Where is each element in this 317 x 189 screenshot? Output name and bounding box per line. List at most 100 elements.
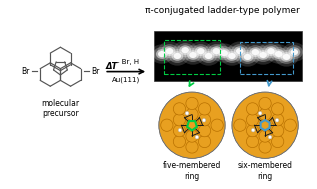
Circle shape bbox=[259, 130, 271, 142]
Ellipse shape bbox=[153, 47, 170, 61]
Ellipse shape bbox=[203, 51, 215, 61]
Circle shape bbox=[251, 128, 255, 132]
Ellipse shape bbox=[270, 47, 287, 61]
Circle shape bbox=[268, 135, 272, 139]
Ellipse shape bbox=[213, 48, 220, 54]
Circle shape bbox=[259, 141, 271, 153]
Ellipse shape bbox=[265, 46, 277, 56]
Ellipse shape bbox=[257, 50, 269, 60]
Ellipse shape bbox=[197, 48, 204, 54]
Ellipse shape bbox=[252, 49, 259, 55]
Text: five-membered
ring: five-membered ring bbox=[163, 161, 221, 181]
Circle shape bbox=[202, 119, 206, 122]
Ellipse shape bbox=[228, 53, 236, 59]
Circle shape bbox=[198, 135, 211, 148]
Text: Au(111): Au(111) bbox=[112, 77, 140, 83]
Text: molecular
precursor: molecular precursor bbox=[41, 99, 80, 118]
Ellipse shape bbox=[177, 43, 194, 57]
Ellipse shape bbox=[267, 44, 290, 64]
Ellipse shape bbox=[273, 49, 285, 59]
Ellipse shape bbox=[173, 40, 197, 60]
Ellipse shape bbox=[218, 48, 230, 58]
Ellipse shape bbox=[278, 50, 295, 64]
Circle shape bbox=[272, 125, 284, 137]
Ellipse shape bbox=[231, 44, 248, 58]
Ellipse shape bbox=[181, 45, 205, 65]
Ellipse shape bbox=[216, 46, 233, 60]
Circle shape bbox=[275, 119, 279, 122]
Circle shape bbox=[186, 119, 198, 131]
Bar bbox=[154, 31, 302, 81]
Circle shape bbox=[246, 125, 259, 137]
Ellipse shape bbox=[244, 54, 251, 60]
Ellipse shape bbox=[166, 48, 173, 54]
Ellipse shape bbox=[249, 47, 261, 57]
Circle shape bbox=[173, 135, 185, 148]
Circle shape bbox=[173, 125, 185, 137]
Ellipse shape bbox=[174, 53, 181, 59]
Circle shape bbox=[186, 141, 198, 153]
Ellipse shape bbox=[200, 49, 217, 63]
Circle shape bbox=[234, 119, 246, 131]
Ellipse shape bbox=[234, 46, 246, 56]
Ellipse shape bbox=[220, 50, 228, 56]
Text: - Br, H: - Br, H bbox=[117, 59, 139, 65]
Circle shape bbox=[185, 112, 189, 115]
Circle shape bbox=[198, 114, 211, 126]
Ellipse shape bbox=[236, 48, 243, 54]
Ellipse shape bbox=[161, 44, 178, 58]
Ellipse shape bbox=[212, 43, 236, 63]
Ellipse shape bbox=[291, 49, 298, 55]
Ellipse shape bbox=[255, 48, 272, 62]
Circle shape bbox=[258, 112, 262, 115]
Ellipse shape bbox=[165, 46, 189, 66]
Ellipse shape bbox=[158, 41, 181, 61]
Circle shape bbox=[272, 135, 284, 148]
Ellipse shape bbox=[205, 53, 212, 59]
Ellipse shape bbox=[171, 51, 183, 61]
Ellipse shape bbox=[156, 49, 168, 59]
Text: six-membered
ring: six-membered ring bbox=[237, 161, 293, 181]
Ellipse shape bbox=[267, 48, 275, 54]
Circle shape bbox=[173, 114, 185, 126]
Text: ΔT: ΔT bbox=[105, 62, 118, 71]
Ellipse shape bbox=[281, 52, 292, 62]
Ellipse shape bbox=[283, 54, 290, 60]
Circle shape bbox=[259, 108, 271, 120]
Circle shape bbox=[186, 97, 198, 110]
Ellipse shape bbox=[236, 47, 259, 67]
Ellipse shape bbox=[189, 52, 197, 58]
Ellipse shape bbox=[288, 47, 300, 57]
Circle shape bbox=[195, 135, 199, 139]
Ellipse shape bbox=[286, 45, 303, 59]
Circle shape bbox=[272, 114, 284, 126]
Ellipse shape bbox=[282, 43, 306, 62]
Ellipse shape bbox=[259, 52, 267, 58]
Ellipse shape bbox=[220, 46, 244, 66]
Ellipse shape bbox=[262, 44, 280, 58]
Circle shape bbox=[173, 103, 185, 115]
Ellipse shape bbox=[158, 51, 165, 57]
Circle shape bbox=[159, 92, 225, 158]
Circle shape bbox=[161, 119, 173, 131]
Ellipse shape bbox=[228, 41, 252, 61]
Ellipse shape bbox=[243, 43, 267, 62]
Ellipse shape bbox=[197, 46, 220, 66]
Ellipse shape bbox=[179, 45, 191, 55]
Text: π-conjugated ladder-type polymer: π-conjugated ladder-type polymer bbox=[145, 6, 300, 15]
Ellipse shape bbox=[189, 41, 213, 61]
Ellipse shape bbox=[210, 46, 222, 56]
Circle shape bbox=[246, 135, 259, 148]
Bar bbox=[164, 40, 220, 74]
Ellipse shape bbox=[275, 51, 282, 57]
Circle shape bbox=[186, 130, 198, 142]
Circle shape bbox=[259, 119, 271, 131]
Circle shape bbox=[232, 92, 298, 158]
Ellipse shape bbox=[226, 51, 238, 61]
Circle shape bbox=[246, 103, 259, 115]
Circle shape bbox=[246, 114, 259, 126]
Circle shape bbox=[272, 103, 284, 115]
Ellipse shape bbox=[239, 50, 256, 64]
Text: Br: Br bbox=[21, 67, 29, 76]
Bar bbox=[240, 42, 293, 74]
